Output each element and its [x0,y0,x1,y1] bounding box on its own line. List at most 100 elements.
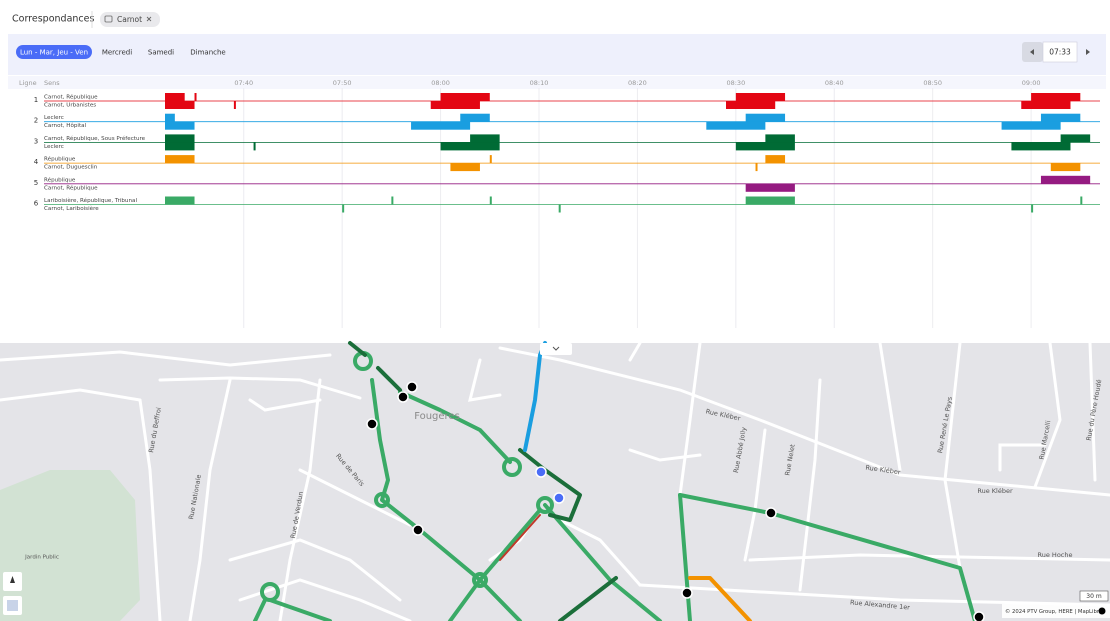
stop-chip[interactable] [100,12,160,27]
direction-name: Carnot, République [44,184,98,191]
connection-bar [1040,175,1091,184]
next-time[interactable] [1086,49,1090,55]
direction-name: Leclerc [44,115,64,121]
direction-name: Carnot, Hôpital [44,122,87,129]
routes [253,341,977,621]
connection-bar [165,142,195,151]
tab[interactable]: Dimanche [190,49,225,57]
layer-icon [7,600,18,611]
line-number: 2 [34,117,38,125]
direction-name: République [44,156,76,163]
connection-bar [165,121,195,130]
connection-bar [1050,163,1081,172]
connection-bar [755,163,758,172]
connection-bar [194,93,197,101]
page-title: Correspondances [12,14,94,25]
tab[interactable]: Lun - Mar, Jeu - Ven [20,49,88,57]
connection-bar [735,93,786,101]
column-header: Sens [44,79,60,87]
connection-bar [765,134,795,143]
time-tick-label: 08:00 [431,79,450,87]
stop-chip-label: Carnot [117,15,142,24]
map-background [0,343,1110,621]
connection-bar [745,196,795,205]
street-label: Rue Hoche [1038,551,1073,559]
connection-bar [430,101,480,109]
bus-icon [104,15,113,23]
connection-bar [1011,142,1071,151]
time-tick-label: 07:40 [234,79,253,87]
connection-bar [470,134,500,143]
tab[interactable]: Mercredi [102,49,132,57]
compass-icon [10,576,15,583]
connection-bar [1021,101,1071,109]
time-tick-label: 07:50 [333,79,352,87]
connection-bar [165,196,195,205]
direction-name: Lariboisière, République, Tribunal [44,197,137,204]
column-header: Ligne [19,79,37,87]
connection-bar [726,101,776,109]
roads [0,341,1110,621]
line-number: 4 [34,158,39,166]
connection-bar [342,204,345,213]
direction-name: Carnot, Urbanistes [44,103,96,109]
chip-close[interactable] [146,16,152,22]
line-number: 5 [34,179,38,187]
time-input[interactable] [1042,41,1078,63]
connection-bar [558,204,561,213]
attribution-box [1002,604,1110,618]
direction-name: Carnot, République, Sous Préfecture [44,135,146,142]
collapse-map[interactable] [540,343,572,355]
time-value: 07:33 [1049,48,1071,57]
line-number: 1 [34,96,38,104]
info-button[interactable] [1098,607,1106,615]
time-tick-label: 08:50 [923,79,942,87]
scale-label: 30 m [1086,593,1102,600]
connection-bar [489,196,492,205]
street-label: Fougères [414,410,460,422]
time-tick-label: 09:00 [1022,79,1041,87]
connection-bar [1001,121,1061,130]
direction-name: Carnot, République [44,94,98,101]
direction-name: Carnot, Duguesclin [44,165,98,171]
tab-active-bg [16,45,92,59]
connection-bar [706,121,766,130]
time-tick-label: 08:10 [530,79,549,87]
line-number: 6 [34,200,39,208]
connection-bar [745,183,795,192]
prev-icon [1030,49,1034,55]
line-number: 3 [34,137,38,145]
tab[interactable]: Samedi [148,49,174,57]
connection-bar [411,121,471,130]
connection-bar [450,163,480,172]
connection-bar [489,155,492,164]
time-tick-label: 08:30 [726,79,745,87]
filter-panel [8,34,1106,75]
connection-bar [745,113,786,122]
stops [366,381,985,621]
direction-name: Leclerc [44,144,64,150]
connection-bar [391,196,394,205]
park [0,470,140,621]
connection-bar [460,113,490,122]
connection-bar [165,134,195,143]
street-label: Rue Kléber [977,487,1013,495]
time-tick-label: 08:20 [628,79,647,87]
connection-bar [1040,113,1081,122]
direction-name: Carnot, Lariboisière [44,205,99,212]
connection-bar [165,93,185,101]
connection-bar [440,142,500,151]
timeline-header [8,76,1106,89]
time-tick-label: 08:40 [825,79,844,87]
scale-bar [1079,590,1109,602]
connection-bar [1080,196,1083,205]
connection-bar [165,101,195,109]
connection-bar [1031,93,1081,101]
connection-bar [233,101,236,109]
connection-bar [253,142,256,151]
connection-bar [735,142,795,151]
connection-bar [440,93,490,101]
